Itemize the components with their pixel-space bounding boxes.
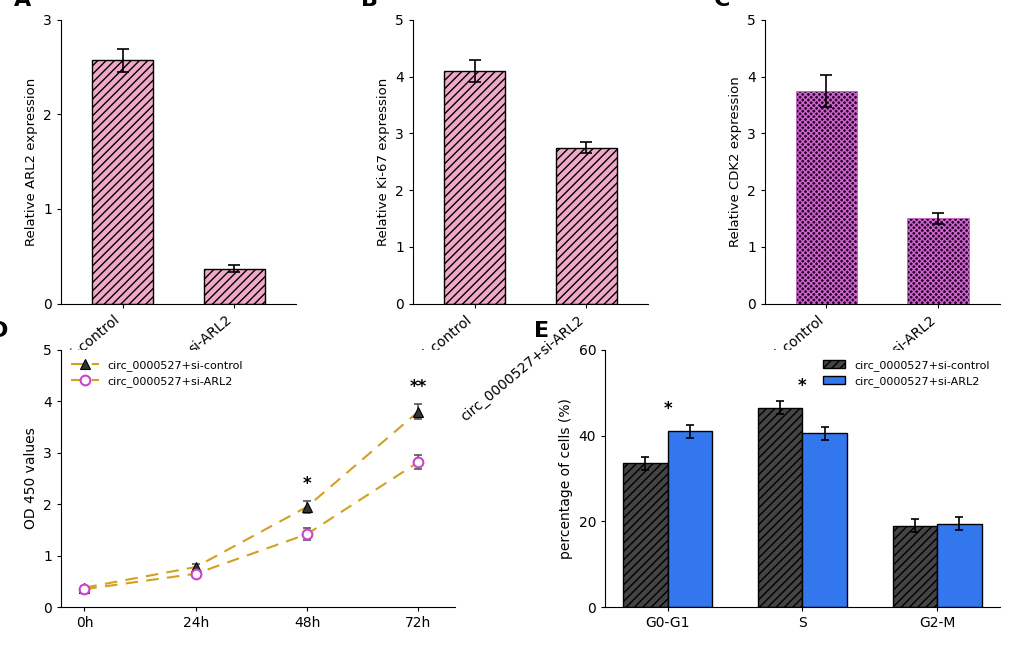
Text: C: C [712,0,729,10]
Y-axis label: OD 450 values: OD 450 values [23,428,38,529]
Text: A: A [14,0,32,10]
Bar [623,463,667,607]
Text: B: B [361,0,378,10]
Text: **: ** [410,378,427,396]
Bar [555,148,616,304]
Bar [795,90,856,304]
Y-axis label: percentage of cells (%): percentage of cells (%) [558,398,573,559]
Text: *: * [797,377,806,395]
Bar [802,434,846,607]
Y-axis label: Relative Ki-67 expression: Relative Ki-67 expression [376,78,389,246]
Legend: circ_0000527+si-control, circ_0000527+si-ARL2: circ_0000527+si-control, circ_0000527+si… [817,355,994,391]
Bar [936,523,980,607]
Text: E: E [534,321,549,341]
Y-axis label: Relative CDK2 expression: Relative CDK2 expression [728,77,741,247]
Bar [204,269,265,304]
Bar [907,218,968,304]
Legend: circ_0000527+si-control, circ_0000527+si-ARL2: circ_0000527+si-control, circ_0000527+si… [66,355,248,391]
Bar [443,71,504,304]
Text: *: * [303,475,311,493]
Text: *: * [662,401,672,418]
Y-axis label: Relative ARL2 expression: Relative ARL2 expression [24,78,38,246]
Bar [892,525,936,607]
Bar [667,432,711,607]
Bar [757,408,802,607]
Bar [92,61,153,304]
Text: D: D [0,321,8,341]
